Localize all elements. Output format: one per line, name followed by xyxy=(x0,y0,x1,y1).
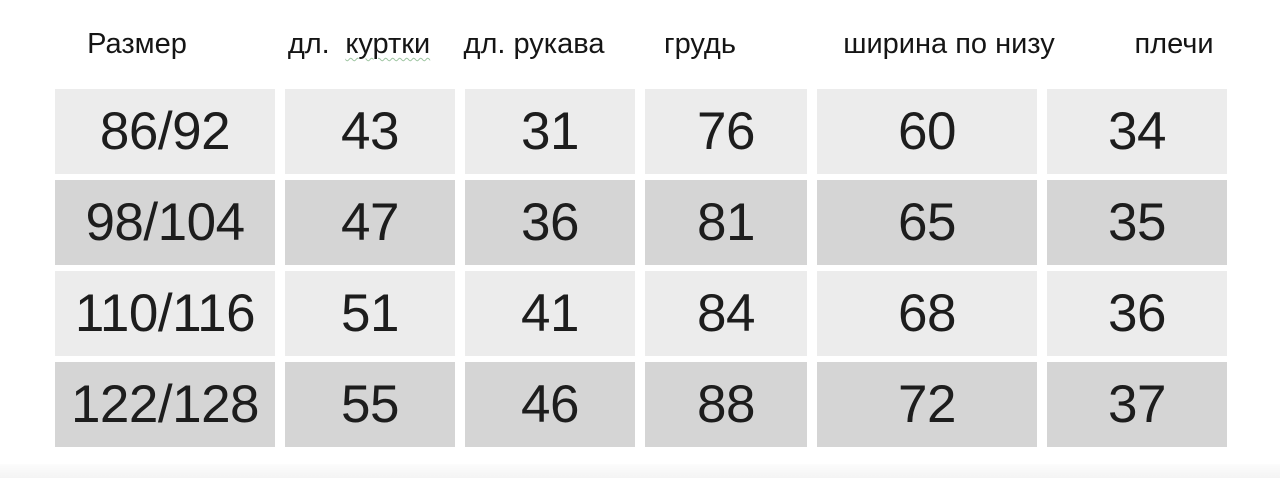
bottom-strip xyxy=(0,464,1280,478)
column-header-jacket-length: дл. куртки xyxy=(274,28,444,61)
chest-cell: 88 xyxy=(645,362,807,447)
bottom-width-cell: 72 xyxy=(817,362,1037,447)
sleeve-length-cell: 31 xyxy=(465,89,635,174)
shoulders-cell: 37 xyxy=(1047,362,1227,447)
column-header-jacket-length-prefix: дл. xyxy=(287,28,330,60)
size-cell: 86/92 xyxy=(55,89,275,174)
column-header-size: Размер xyxy=(87,28,187,60)
size-cell: 110/116 xyxy=(55,271,275,356)
bottom-width-cell: 68 xyxy=(817,271,1037,356)
column-header-jacket-length-word: куртки xyxy=(345,28,431,60)
bottom-width-cell: 60 xyxy=(817,89,1037,174)
jacket-length-cell: 51 xyxy=(285,271,455,356)
jacket-length-cell: 43 xyxy=(285,89,455,174)
size-cell: 98/104 xyxy=(55,180,275,265)
shoulders-cell: 35 xyxy=(1047,180,1227,265)
column-header-sleeve-length: дл. рукава xyxy=(463,28,605,60)
column-header-chest: грудь xyxy=(664,28,736,60)
size-cell: 122/128 xyxy=(55,362,275,447)
column-header-shoulders: плечи xyxy=(1134,28,1214,60)
shoulders-cell: 34 xyxy=(1047,89,1227,174)
table-header-row: Размер дл. куртки дл. рукава грудь ширин… xyxy=(55,0,1227,89)
column-header-bottom-width: ширина по низу xyxy=(843,28,1055,60)
sleeve-length-cell: 36 xyxy=(465,180,635,265)
chest-cell: 76 xyxy=(645,89,807,174)
chest-cell: 81 xyxy=(645,180,807,265)
shoulders-cell: 36 xyxy=(1047,271,1227,356)
chest-cell: 84 xyxy=(645,271,807,356)
sleeve-length-cell: 41 xyxy=(465,271,635,356)
table-row: 122/128 55 46 88 72 37 xyxy=(55,362,1227,447)
table-row: 98/104 47 36 81 65 35 xyxy=(55,180,1227,265)
jacket-length-cell: 47 xyxy=(285,180,455,265)
table-row: 86/92 43 31 76 60 34 xyxy=(55,89,1227,174)
sleeve-length-cell: 46 xyxy=(465,362,635,447)
table-body: 86/92 43 31 76 60 34 98/104 47 36 81 65 … xyxy=(55,89,1227,447)
table-row: 110/116 51 41 84 68 36 xyxy=(55,271,1227,356)
bottom-width-cell: 65 xyxy=(817,180,1037,265)
jacket-length-cell: 55 xyxy=(285,362,455,447)
